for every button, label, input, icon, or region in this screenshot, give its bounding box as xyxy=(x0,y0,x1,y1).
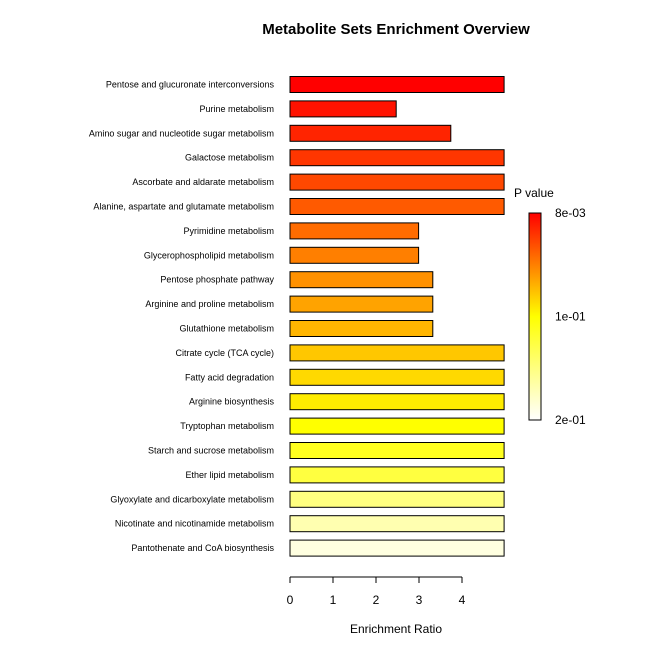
category-label: Nicotinate and nicotinamide metabolism xyxy=(115,519,274,529)
x-tick-label: 4 xyxy=(459,593,466,607)
bar xyxy=(289,76,505,93)
x-tick-label: 0 xyxy=(287,593,294,607)
bar xyxy=(289,246,420,264)
bar xyxy=(289,173,505,191)
bar xyxy=(289,539,505,557)
category-label-group: Pentose and glucuronate interconversions… xyxy=(89,80,275,554)
legend-label: 2e-01 xyxy=(555,413,586,427)
category-label: Ascorbate and aldarate metabolism xyxy=(132,177,274,187)
bar xyxy=(289,466,505,484)
category-label: Purine metabolism xyxy=(199,104,274,114)
legend-label: 8e-03 xyxy=(555,206,586,220)
category-label: Pentose and glucuronate interconversions xyxy=(106,80,275,90)
bar xyxy=(289,515,505,533)
category-label: Pantothenate and CoA biosynthesis xyxy=(131,543,274,553)
bar xyxy=(289,490,505,508)
chart-title: Metabolite Sets Enrichment Overview xyxy=(262,21,530,38)
bar xyxy=(289,393,505,411)
legend-label: 1e-01 xyxy=(555,310,586,324)
category-label: Arginine biosynthesis xyxy=(189,397,275,407)
bar xyxy=(289,271,434,289)
category-label: Glyoxylate and dicarboxylate metabolism xyxy=(110,494,274,504)
category-label: Pentose phosphate pathway xyxy=(160,275,274,285)
legend-title: P value xyxy=(514,186,554,200)
category-label: Arginine and proline metabolism xyxy=(145,299,274,309)
category-label: Fatty acid degradation xyxy=(185,372,274,382)
x-axis-title: Enrichment Ratio xyxy=(350,622,442,636)
category-label: Glycerophospholipid metabolism xyxy=(144,250,274,260)
category-label: Starch and sucrose metabolism xyxy=(148,446,274,456)
category-label: Ether lipid metabolism xyxy=(185,470,274,480)
x-tick-label: 1 xyxy=(330,593,337,607)
bar xyxy=(289,368,505,386)
x-tick-label: 2 xyxy=(373,593,380,607)
category-label: Galactose metabolism xyxy=(185,153,274,163)
bar xyxy=(289,198,505,215)
bar xyxy=(289,124,452,142)
bar xyxy=(289,320,434,337)
bar xyxy=(289,442,505,459)
category-label: Pyrimidine metabolism xyxy=(183,226,274,236)
legend: P value 8e-03 1e-01 2e-01 xyxy=(514,186,586,427)
bar xyxy=(289,344,505,362)
bar xyxy=(289,149,505,167)
bar xyxy=(289,417,505,435)
category-label: Glutathione metabolism xyxy=(179,324,274,334)
x-tick-label: 3 xyxy=(416,593,423,607)
bar-group xyxy=(289,76,505,557)
category-label: Tryptophan metabolism xyxy=(180,421,274,431)
category-label: Citrate cycle (TCA cycle) xyxy=(175,348,274,358)
bar xyxy=(289,100,397,118)
bar xyxy=(289,295,434,313)
category-label: Amino sugar and nucleotide sugar metabol… xyxy=(89,128,274,138)
x-axis: 0 1 2 3 4 xyxy=(287,576,466,607)
category-label: Alanine, aspartate and glutamate metabol… xyxy=(93,202,274,212)
bar xyxy=(289,222,420,240)
legend-colorbar xyxy=(528,212,542,421)
